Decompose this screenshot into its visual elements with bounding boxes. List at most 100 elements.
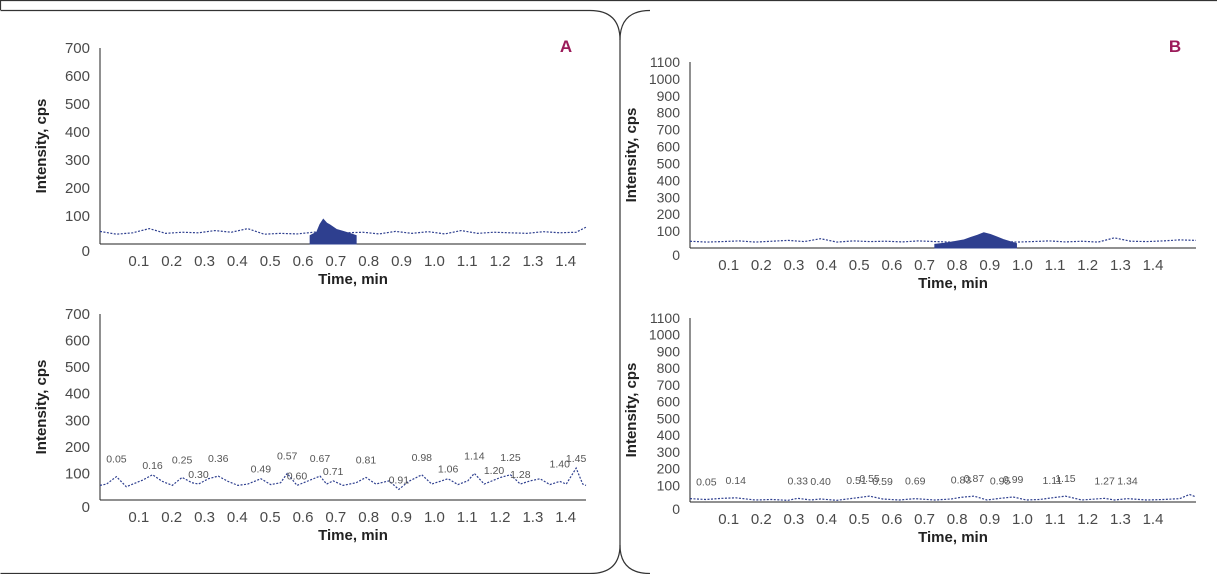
y-tick-label: 200 xyxy=(657,206,681,222)
peak-label: 0.57 xyxy=(277,450,298,462)
y-tick-label: 500 xyxy=(65,96,90,113)
peak-label: 0.95 xyxy=(990,475,1011,487)
x-axis-title: Time, min xyxy=(318,527,388,544)
peak-label: 0.25 xyxy=(172,454,193,466)
y-tick-label: 300 xyxy=(65,412,90,429)
x-tick-label: 0.8 xyxy=(947,257,968,274)
x-tick-label: 1.2 xyxy=(1077,511,1098,528)
peak-label: 0.81 xyxy=(356,454,377,466)
y-tick-label: 400 xyxy=(65,386,90,403)
peak-label: 1.25 xyxy=(500,452,521,464)
x-tick-label: 1.4 xyxy=(1143,511,1164,528)
y-tick-label: 1000 xyxy=(649,71,680,87)
peak-label: 0.60 xyxy=(287,470,308,482)
y-axis-title: Intensity, cps xyxy=(623,363,640,458)
peak-label: 1.27 xyxy=(1094,475,1115,487)
x-tick-label: 1.3 xyxy=(1110,511,1131,528)
peak-label: 0.59 xyxy=(872,476,893,488)
y-tick-label: 700 xyxy=(65,306,90,323)
x-tick-label: 0.9 xyxy=(979,511,1000,528)
y-tick-label: 1100 xyxy=(650,310,680,326)
panel-label-b: B xyxy=(1169,37,1181,56)
panel-b-bottom-curve xyxy=(619,544,651,574)
y-tick-label: 300 xyxy=(657,444,681,460)
x-tick-label: 0.2 xyxy=(161,253,182,270)
peak-area xyxy=(934,232,1017,249)
y-tick-label: 0 xyxy=(82,499,90,516)
peak-label: 0.98 xyxy=(412,452,433,464)
peak-label: 0.55 xyxy=(859,473,880,485)
x-axis-title: Time, min xyxy=(318,271,388,288)
x-tick-label: 0.5 xyxy=(849,257,870,274)
x-tick-label: 1.3 xyxy=(522,509,543,526)
x-tick-label: 1.3 xyxy=(1110,257,1131,274)
peak-label: 0.71 xyxy=(323,466,344,478)
x-tick-label: 0.7 xyxy=(914,257,935,274)
y-tick-label: 100 xyxy=(657,223,681,239)
y-tick-label: 100 xyxy=(65,465,90,482)
peak-label: 1.20 xyxy=(484,465,505,477)
peak-label: 1.06 xyxy=(438,464,459,476)
panel-b-frame xyxy=(619,9,651,41)
peak-label: 0.49 xyxy=(251,464,272,476)
x-tick-label: 0.9 xyxy=(391,509,412,526)
peak-label: 0.05 xyxy=(696,476,717,488)
x-tick-label: 1.1 xyxy=(1045,257,1066,274)
peak-area xyxy=(309,218,357,245)
noise-trace xyxy=(689,237,1197,243)
peak-label: 0.91 xyxy=(389,474,410,486)
y-tick-label: 500 xyxy=(657,155,681,171)
x-tick-label: 0.2 xyxy=(751,257,772,274)
peak-label: 1.34 xyxy=(1117,476,1138,488)
peak-label: 0.83 xyxy=(951,474,972,486)
x-axis-title: Time, min xyxy=(918,275,988,292)
y-tick-label: 300 xyxy=(65,152,90,169)
x-tick-label: 0.2 xyxy=(161,509,182,526)
y-axis-title: Intensity, cps xyxy=(33,99,50,194)
peak-label: 0.14 xyxy=(725,475,746,487)
y-tick-label: 0 xyxy=(672,501,680,517)
x-tick-label: 0.7 xyxy=(914,511,935,528)
x-tick-label: 1.0 xyxy=(1012,511,1033,528)
panel-a-frame xyxy=(0,9,621,574)
noise-trace xyxy=(689,493,1197,501)
y-tick-label: 600 xyxy=(657,139,681,155)
x-tick-label: 1.4 xyxy=(555,509,576,526)
x-tick-label: 0.6 xyxy=(881,257,902,274)
y-tick-label: 800 xyxy=(657,360,681,376)
y-axis-title: Intensity, cps xyxy=(33,360,50,455)
x-axis-title: Time, min xyxy=(918,529,988,546)
x-tick-label: 0.5 xyxy=(260,253,281,270)
x-tick-label: 0.1 xyxy=(128,509,149,526)
x-tick-label: 0.1 xyxy=(128,253,149,270)
x-tick-label: 1.4 xyxy=(555,253,576,270)
x-tick-label: 0.2 xyxy=(751,511,772,528)
x-tick-label: 0.5 xyxy=(849,511,870,528)
x-tick-label: 1.4 xyxy=(1143,257,1164,274)
y-tick-label: 100 xyxy=(65,208,90,225)
x-tick-label: 0.3 xyxy=(194,509,215,526)
x-tick-label: 1.0 xyxy=(424,253,445,270)
x-tick-label: 1.0 xyxy=(1012,257,1033,274)
y-tick-label: 700 xyxy=(65,40,90,57)
peak-label: 0.99 xyxy=(1003,474,1024,486)
x-tick-label: 1.1 xyxy=(457,509,478,526)
y-tick-label: 200 xyxy=(65,180,90,197)
y-tick-label: 600 xyxy=(65,68,90,85)
chart-a-bottom: 0 100 200 300 400 500 600 700 0.1 0.2 0.3 0.4 0.5 0.6… xyxy=(33,306,587,544)
x-tick-label: 1.1 xyxy=(457,253,478,270)
x-tick-label: 1.0 xyxy=(424,509,445,526)
peak-label: 0.30 xyxy=(188,469,209,481)
panel-label-a: A xyxy=(560,37,572,56)
peak-label: 0.16 xyxy=(142,460,163,472)
x-tick-label: 0.4 xyxy=(816,511,837,528)
y-tick-label: 200 xyxy=(65,439,90,456)
x-tick-label: 0.1 xyxy=(718,511,739,528)
y-tick-label: 400 xyxy=(657,172,681,188)
noise-trace xyxy=(99,466,587,491)
y-tick-label: 0 xyxy=(672,247,680,263)
x-tick-label: 0.3 xyxy=(784,511,805,528)
